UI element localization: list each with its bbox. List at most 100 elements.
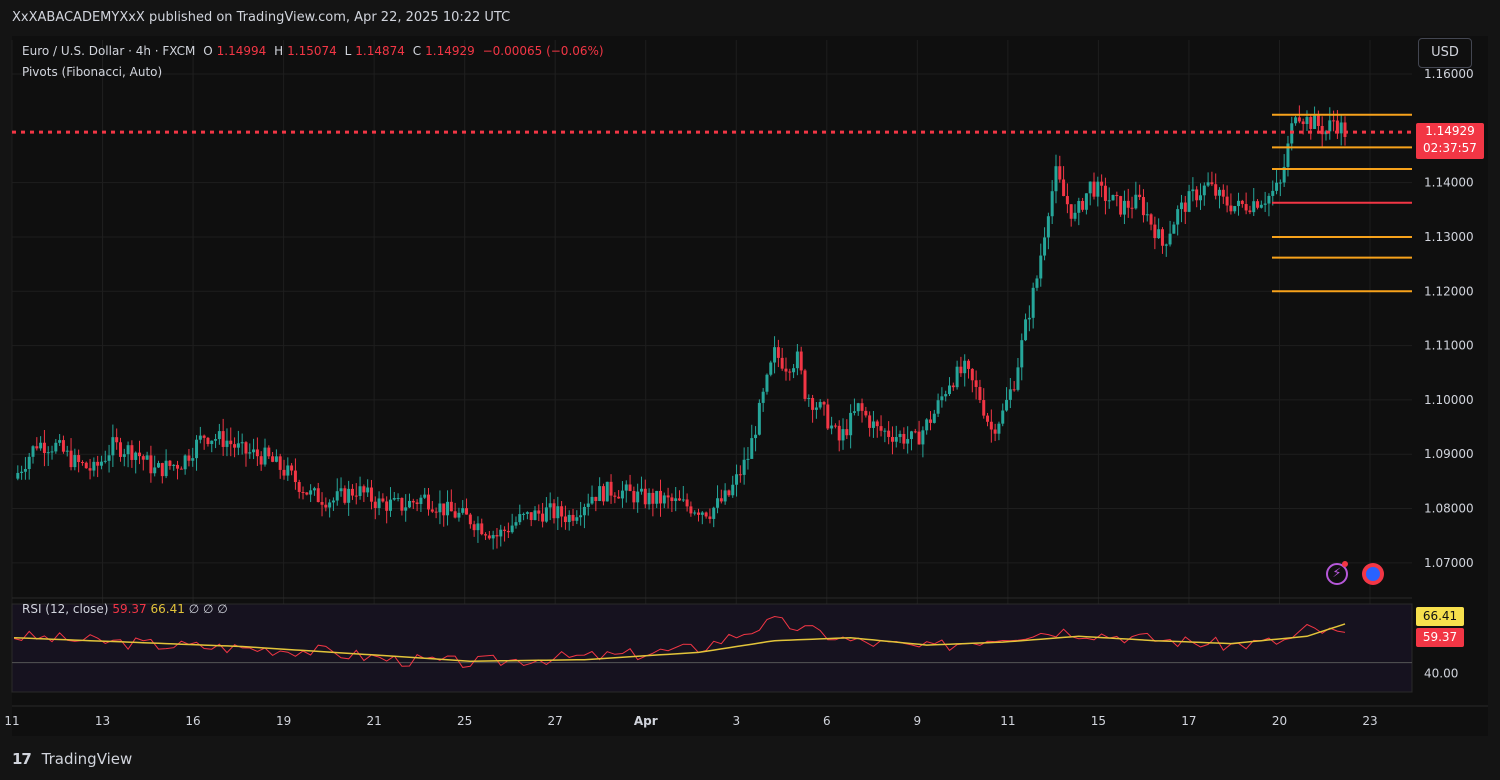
candle-body (35, 446, 39, 449)
pivot-lines (1272, 113, 1412, 293)
candle-body (655, 490, 659, 504)
candle-body (989, 421, 993, 430)
candle-body (928, 419, 932, 423)
symbol-label[interactable]: Euro / U.S. Dollar · 4h · FXCM (22, 44, 196, 58)
candle-body (651, 492, 655, 504)
candle-body (548, 503, 552, 508)
candle-body (381, 498, 385, 502)
candle-body (814, 407, 818, 410)
x-tick-label: 6 (823, 714, 831, 728)
candle-body (404, 507, 408, 511)
currency-button[interactable]: USD (1418, 38, 1472, 68)
candle-body (757, 402, 761, 435)
candle-body (1309, 117, 1313, 129)
candle-body (533, 510, 537, 521)
candle-body (799, 351, 803, 371)
lightning-icon[interactable]: ⚡ (1326, 563, 1348, 585)
x-tick-label: Apr (634, 714, 658, 728)
candle-body (407, 500, 411, 508)
candle-body (1195, 189, 1199, 201)
candle-body (54, 442, 58, 452)
candle-body (191, 458, 195, 461)
candle-body (993, 429, 997, 434)
candle-body (73, 455, 77, 468)
candle-body (822, 402, 826, 405)
footer-brand[interactable]: 17 TradingView (12, 750, 132, 768)
candle-body (1271, 190, 1275, 196)
candle-body (27, 456, 31, 470)
candle-body (1172, 224, 1176, 234)
tradingview-logo-icon: 17 (12, 750, 32, 768)
candle-body (69, 450, 73, 468)
candle-body (750, 438, 754, 459)
candle-body (446, 501, 450, 516)
candle-body (906, 439, 910, 444)
candle-body (1267, 195, 1271, 204)
low-label: L (344, 44, 352, 58)
candle-body (1305, 117, 1309, 124)
candle-body (176, 464, 180, 469)
candle-body (221, 431, 225, 447)
candle-body (959, 366, 963, 374)
ohlc-legend[interactable]: Euro / U.S. Dollar · 4h · FXCM O 1.14994 … (22, 44, 608, 58)
candle-body (339, 488, 343, 492)
candle-body (195, 439, 199, 459)
x-tick-label: 23 (1362, 714, 1377, 728)
candle-body (525, 512, 529, 514)
candle-body (978, 386, 982, 401)
indicator-legend[interactable]: Pivots (Fibonacci, Auto) (22, 65, 163, 79)
candle-body (944, 394, 948, 397)
rsi-extra: ∅ ∅ ∅ (188, 602, 228, 616)
candle-body (487, 535, 491, 539)
candle-body (894, 437, 898, 442)
candle-body (1065, 196, 1069, 205)
candle-body (423, 494, 427, 498)
candle-body (1153, 224, 1157, 239)
y-tick-label: 1.09000 (1424, 447, 1474, 461)
x-tick-label: 9 (914, 714, 922, 728)
candle-body (963, 360, 967, 374)
candle-body (297, 482, 301, 492)
candle-body (476, 523, 480, 531)
candle-body (868, 415, 872, 428)
candle-body (951, 385, 955, 388)
candle-body (491, 535, 495, 539)
candle-body (240, 442, 244, 444)
candle-body (369, 487, 373, 502)
x-tick-label: 11 (1000, 714, 1015, 728)
candle-body (617, 496, 621, 499)
candle-body (1027, 317, 1031, 320)
candle-body (1237, 200, 1241, 207)
globe-icon[interactable] (1362, 563, 1384, 585)
candle-body (955, 366, 959, 388)
candle-body (529, 512, 533, 521)
candle-body (499, 529, 503, 537)
candle-body (940, 396, 944, 401)
candle-body (233, 444, 237, 448)
candle-body (1103, 185, 1107, 201)
candle-body (350, 488, 354, 496)
candle-body (1252, 201, 1256, 213)
candle-body (582, 506, 586, 516)
y-tick-label: 1.08000 (1424, 502, 1474, 516)
candle-body (628, 484, 632, 492)
candle-body (65, 450, 69, 452)
rsi-legend[interactable]: RSI (12, close) 59.37 66.41 ∅ ∅ ∅ (22, 602, 228, 616)
candle-body (31, 446, 35, 457)
rsi-value: 59.37 (112, 602, 147, 616)
candle-body (92, 461, 96, 471)
candle-body (419, 497, 423, 505)
candle-body (179, 468, 183, 470)
x-tick-label: 21 (366, 714, 381, 728)
candle-body (328, 502, 332, 508)
change-value: −0.00065 (−0.06%) (482, 44, 604, 58)
candles (16, 105, 1347, 550)
candle-body (913, 431, 917, 433)
candle-body (1111, 194, 1115, 201)
candle-body (746, 458, 750, 460)
candle-body (708, 516, 712, 519)
rsi-tag: 59.37 (1416, 628, 1464, 647)
candle-body (624, 484, 628, 491)
candle-body (442, 503, 446, 516)
